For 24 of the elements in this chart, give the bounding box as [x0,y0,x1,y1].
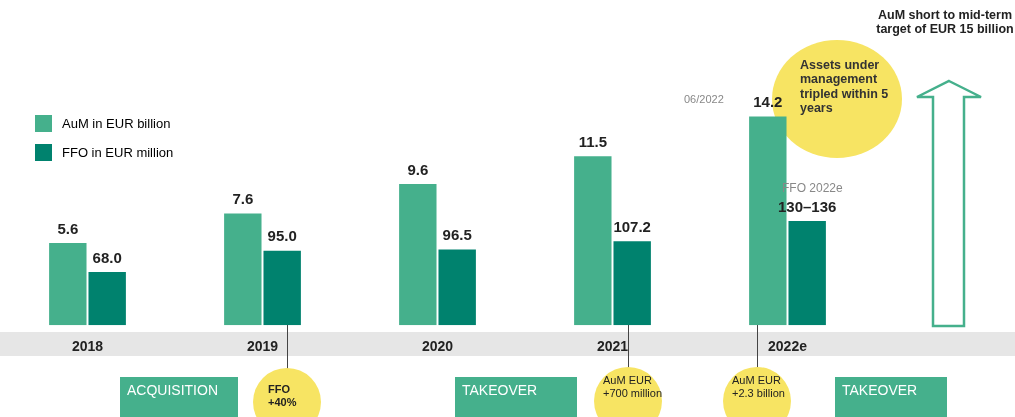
text: AuM short to mid-term target of EUR 15 billion [875,8,1015,37]
text: TAKEOVER [842,382,919,399]
text: TAKEOVER [462,382,539,399]
text: ACQUISITION [127,382,219,399]
x-tick-label: 2020 [421,338,454,355]
data-label: 68.0 [92,248,122,266]
text: 06/2022 [684,93,725,106]
data-label: 11.5 [578,132,607,150]
x-tick-label: 2021 [596,338,629,355]
data-label: 107.2 [613,217,651,235]
data-label: 9.6 [407,160,429,178]
x-tick-label: 2018 [71,338,104,355]
text: AuM EUR +700 million [603,374,663,400]
data-label: 7.6 [232,190,254,208]
data-label: 5.6 [57,219,79,237]
legend-label: FFO in EUR million [62,145,174,160]
text: FFO +40% [268,383,298,409]
data-label: 96.5 [442,226,472,244]
text: AuM EUR +2.3 billion [732,374,786,400]
x-tick-label: 2019 [246,338,279,355]
legend-label: AuM in EUR billion [62,116,171,131]
text: Assets under management tripled within 5 years [800,58,890,116]
data-label: 95.0 [267,227,297,245]
x-tick-label: 2022e [768,338,808,355]
